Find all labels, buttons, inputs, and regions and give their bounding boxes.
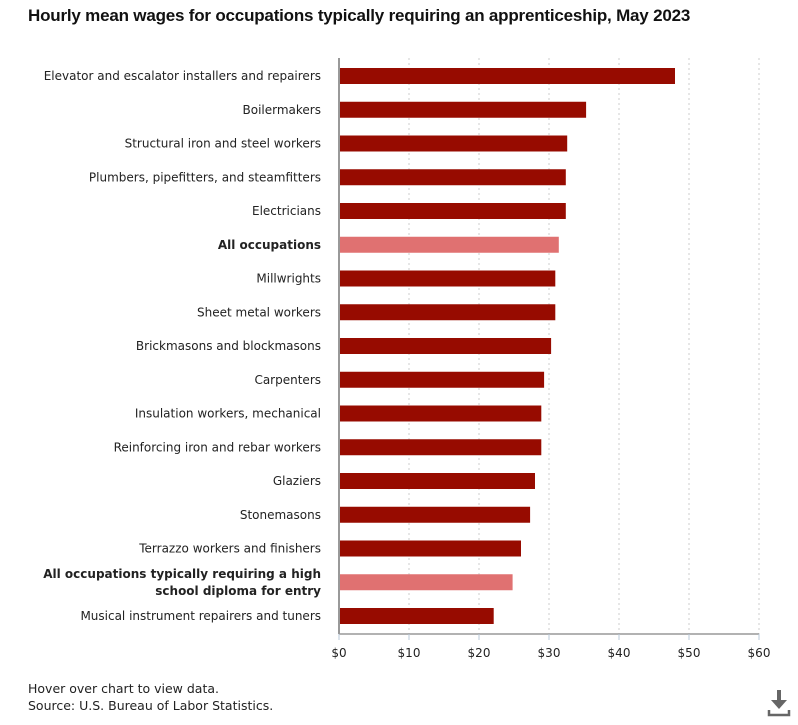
category-label: Structural iron and steel workers (125, 137, 321, 151)
category-label: Millwrights (256, 272, 321, 286)
category-label: Sheet metal workers (197, 305, 321, 319)
category-label: All occupations typically requiring a hi… (43, 567, 321, 581)
bar[interactable]: Reinforcing iron and rebar workers: $28.… (339, 439, 542, 456)
category-label: Elevator and escalator installers and re… (44, 69, 321, 83)
chart-title: Hourly mean wages for occupations typica… (28, 6, 691, 25)
download-icon (767, 690, 791, 717)
category-label: Terrazzo workers and finishers (138, 542, 321, 556)
category-label: Carpenters (254, 373, 321, 387)
category-label: Reinforcing iron and rebar workers (114, 440, 321, 454)
bars: Elevator and escalator installers and re… (339, 68, 675, 624)
hover-note: Hover over chart to view data. (28, 681, 219, 696)
x-tick-label: $10 (398, 646, 421, 660)
category-labels: Elevator and escalator installers and re… (43, 69, 321, 623)
category-label: Glaziers (273, 474, 321, 488)
bar[interactable]: Glaziers: $28.00 (339, 473, 535, 489)
category-label: All occupations (218, 238, 321, 252)
x-tick-label: $20 (468, 646, 491, 660)
x-axis: $0 $10 $20 $30 $40 $50 $60 (331, 58, 770, 660)
category-label: Insulation workers, mechanical (135, 407, 321, 421)
gridlines (408, 58, 760, 634)
bar[interactable]: Musical instrument repairers and tuners:… (339, 608, 494, 624)
bar[interactable]: Elevator and escalator installers and re… (339, 68, 675, 84)
x-tick-label: $0 (331, 646, 346, 660)
bar[interactable]: All occupations: $31.40 (339, 236, 559, 253)
bar[interactable]: Insulation workers, mechanical: $28.90 (339, 405, 542, 422)
bar[interactable]: Millwrights: $30.90 (339, 270, 556, 287)
bar-chart[interactable]: Elevator and escalator installers and re… (0, 0, 798, 680)
category-label: school diploma for entry (155, 584, 321, 598)
category-label: Musical instrument repairers and tuners (80, 609, 321, 623)
bar[interactable]: Structural iron and steel workers: $32.6… (339, 135, 568, 152)
download-button[interactable] (766, 688, 792, 718)
category-label: Stonemasons (240, 508, 321, 522)
bar[interactable]: All occupations typically requiring a hi… (339, 574, 513, 591)
bar[interactable]: Plumbers, pipefitters, and steamfitters:… (339, 169, 566, 186)
category-label: Brickmasons and blockmasons (136, 339, 321, 353)
category-label: Plumbers, pipefitters, and steamfitters (89, 170, 321, 184)
bar[interactable]: Sheet metal workers: $30.90 (339, 304, 556, 321)
x-tick-label: $50 (678, 646, 701, 660)
x-tick-label: $30 (538, 646, 561, 660)
source-note: Source: U.S. Bureau of Labor Statistics. (28, 698, 274, 713)
chart-footer: Hover over chart to view data. Source: U… (28, 680, 273, 714)
bar[interactable]: Terrazzo workers and finishers: $26.00 (339, 540, 521, 557)
bar[interactable]: Electricians: $32.40 (339, 203, 566, 219)
bar[interactable]: Brickmasons and blockmasons: $30.30 (339, 338, 552, 354)
category-label: Electricians (252, 204, 321, 218)
bar[interactable]: Stonemasons: $27.30 (339, 506, 531, 523)
category-label: Boilermakers (243, 103, 321, 117)
bar[interactable]: Carpenters: $29.30 (339, 371, 545, 388)
x-tick-label: $60 (748, 646, 771, 660)
bar[interactable]: Boilermakers: $35.30 (339, 101, 587, 118)
x-tick-label: $40 (608, 646, 631, 660)
